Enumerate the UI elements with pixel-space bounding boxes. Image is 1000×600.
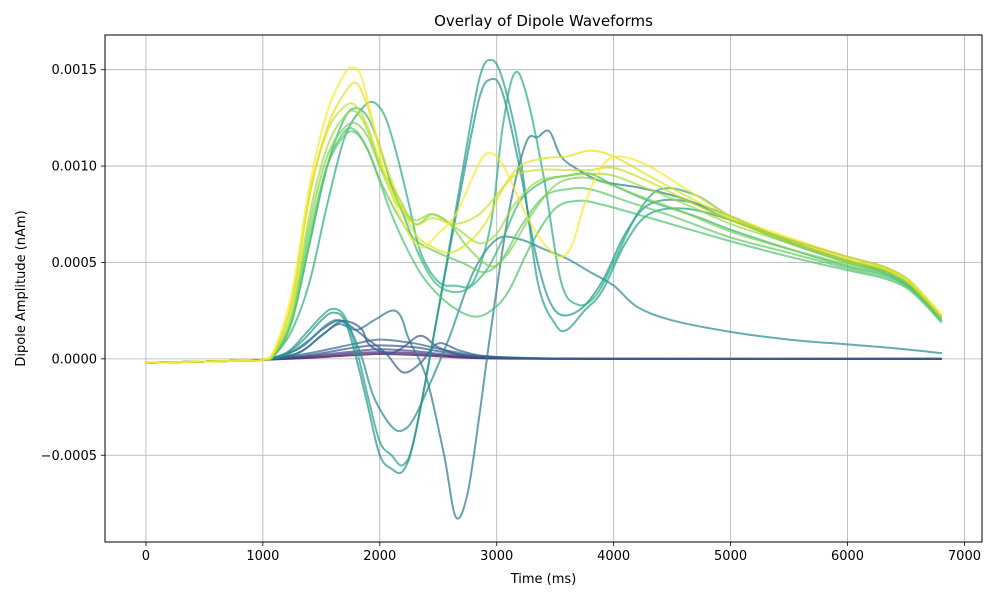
chart-title: Overlay of Dipole Waveforms (434, 12, 653, 30)
series-lines (144, 59, 943, 520)
x-tick-label: 7000 (948, 549, 981, 564)
series-line-20 (144, 66, 943, 364)
series-line-14 (144, 126, 943, 364)
series-line-16 (144, 121, 943, 364)
x-axis-title: Time (ms) (510, 572, 577, 587)
y-tick-label: 0.0010 (52, 160, 98, 175)
y-tick-label: −0.0005 (41, 449, 97, 464)
series-line-17 (144, 109, 943, 364)
y-tick-label: 0.0015 (52, 63, 98, 78)
x-tick-label: 4000 (597, 549, 630, 564)
x-tick-label: 3000 (480, 549, 513, 564)
x-tick-label: 1000 (246, 549, 279, 564)
series-line-19 (144, 81, 943, 364)
x-tick-label: 5000 (714, 549, 747, 564)
series-line-9 (144, 235, 943, 433)
x-tick-label: 0 (142, 549, 150, 564)
x-tick-label: 6000 (831, 549, 864, 564)
plot-frame (104, 34, 983, 543)
series-line-15 (144, 130, 943, 364)
axis-ticks: 0 1000 2000 3000 4000 5000 6000 7000 −0.0005 0.00… (41, 63, 981, 564)
y-tick-label: 0.0005 (52, 256, 98, 271)
x-tick-label: 2000 (363, 549, 396, 564)
y-tick-label: 0.0000 (52, 352, 98, 367)
y-axis-title: Dipole Amplitude (nAm) (14, 210, 29, 366)
